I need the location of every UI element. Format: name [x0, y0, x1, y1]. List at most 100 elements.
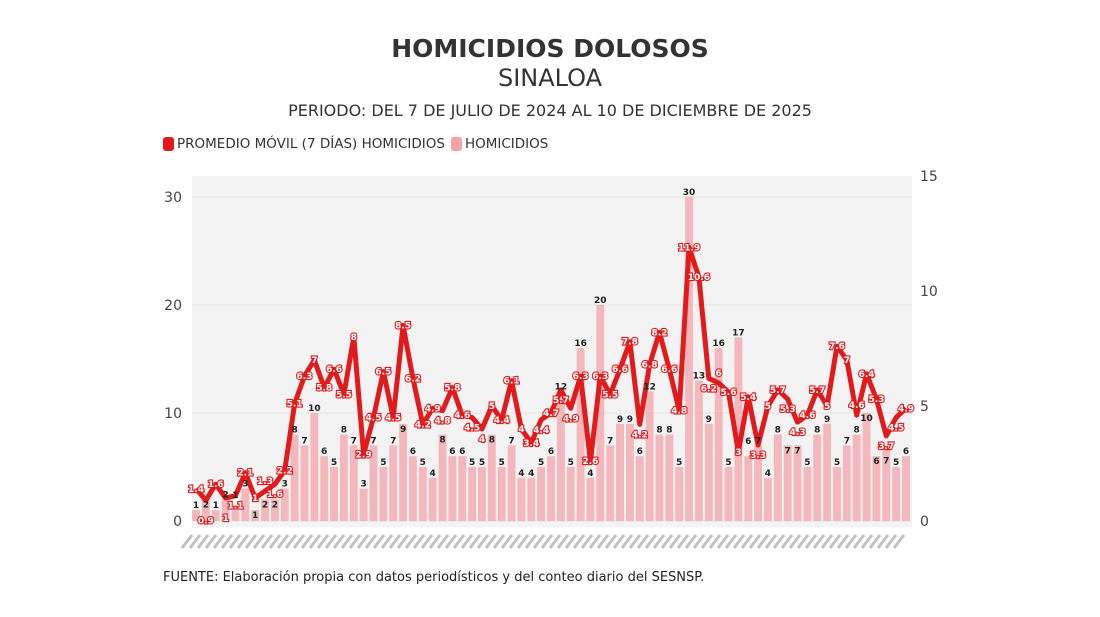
line-data-label: 5.7: [553, 396, 569, 406]
bar: [349, 445, 358, 521]
x-axis-tick-label: [436, 534, 450, 549]
x-axis-tick-label: [460, 534, 474, 549]
bar-data-label: 7: [785, 446, 791, 456]
line-data-label: 1.3: [257, 477, 273, 487]
bar-data-label: 9: [706, 415, 712, 425]
line-data-label: 7.6: [829, 342, 845, 352]
bar: [537, 467, 546, 521]
bar-data-label: 4: [518, 469, 524, 479]
bar: [685, 197, 694, 521]
line-data-label: 4.6: [799, 411, 815, 421]
legend-item-moving-average[interactable]: PROMEDIO MÓVIL (7 DÍAS) HOMICIDIOS: [163, 136, 445, 152]
bar-data-label: 8: [854, 426, 860, 436]
legend-label: HOMICIDIOS: [464, 136, 549, 152]
x-axis-tick-label: [300, 534, 314, 549]
bar: [270, 499, 279, 521]
legend-item-homicides[interactable]: HOMICIDIOS: [450, 136, 549, 152]
line-data-label: 4.7: [543, 409, 559, 419]
x-axis-tick-label: [852, 534, 866, 549]
line-data-label: 5.6: [721, 388, 737, 398]
x-axis-tick-label: [620, 534, 634, 549]
line-data-label: 6.3: [296, 372, 312, 382]
bar: [704, 423, 713, 521]
line-data-label: 4.2: [415, 420, 431, 430]
bar: [655, 434, 664, 521]
y-right-tick-label: 15: [920, 169, 938, 185]
source-note: FUENTE: Elaboración propia con datos per…: [163, 570, 705, 585]
x-axis-tick-label: [444, 534, 458, 549]
x-axis-tick-label: [524, 534, 538, 549]
line-data-label: 5.8: [316, 384, 332, 394]
bar: [241, 488, 250, 521]
bar-data-label: 6: [449, 447, 455, 457]
x-axis-tick-label: [692, 534, 706, 549]
x-axis-tick-label: [220, 534, 234, 549]
x-axis-tick-label: [644, 534, 658, 549]
line-data-label: 1: [222, 514, 228, 524]
bar-data-label: 3: [242, 480, 248, 490]
line-data-label: 4.9: [898, 404, 914, 414]
bar-data-label: 5: [676, 458, 682, 468]
x-axis-tick-label: [276, 534, 290, 549]
line-data-label: 4.9: [425, 404, 441, 414]
bar-data-label: 8: [775, 426, 781, 436]
x-axis-tick-label: [580, 534, 594, 549]
x-axis-tick-label: [892, 534, 906, 549]
bar: [251, 510, 260, 521]
bar: [438, 434, 447, 521]
bar: [616, 423, 624, 521]
legend-swatch-line: [163, 137, 174, 151]
line-data-label: 4.4: [494, 416, 510, 426]
x-axis-tick-label: [468, 534, 482, 549]
bar-data-label: 1: [232, 491, 238, 501]
line-data-label: 3.7: [878, 442, 894, 452]
bar-data-label: 6: [321, 447, 327, 457]
bar-data-label: 7: [755, 436, 761, 446]
line-data-label: 5.5: [602, 391, 618, 401]
line-data-label: 5.3: [868, 395, 884, 405]
x-axis-tick-label: [884, 534, 898, 549]
x-axis-tick-label: [772, 534, 786, 549]
bar-data-label: 7: [351, 436, 357, 446]
line-data-label: 6.6: [326, 365, 342, 375]
bar: [211, 510, 220, 521]
bar-data-label: 6: [548, 447, 554, 457]
x-axis-tick-label: [508, 534, 522, 549]
line-data-label: 6.4: [859, 370, 875, 380]
bar: [576, 348, 585, 521]
bar: [596, 305, 605, 521]
x-axis-tick-label: [228, 534, 242, 549]
bar-data-label: 5: [834, 458, 840, 468]
bar: [527, 477, 536, 521]
line-data-label: 1.4: [188, 485, 204, 495]
bar-data-label: 4: [587, 469, 593, 479]
line-data-label: 8: [351, 333, 357, 343]
bar: [231, 510, 240, 521]
bar-data-label: 5: [420, 458, 426, 468]
bar: [714, 348, 723, 521]
x-axis-tick-label: [348, 534, 362, 549]
line-data-label: 5.7: [770, 386, 786, 396]
x-axis-tick-label: [732, 534, 746, 549]
bar: [833, 467, 841, 521]
bar-data-label: 4: [528, 469, 534, 479]
bar-data-label: 7: [883, 456, 889, 466]
line-data-label: 2.1: [237, 469, 253, 479]
legend-swatch-bar: [450, 137, 462, 151]
bar-data-label: 6: [410, 447, 416, 457]
bar: [280, 488, 289, 521]
bar-data-label: 7: [390, 436, 396, 446]
line-data-label: 4.6: [849, 401, 865, 411]
bar-data-label: 6: [903, 447, 909, 457]
bar: [517, 477, 526, 521]
bar-data-label: 1: [252, 511, 258, 521]
x-axis-tick-label: [820, 534, 834, 549]
bar: [556, 391, 565, 521]
line-data-label: 6.6: [612, 365, 628, 375]
x-axis-tick-label: [252, 534, 266, 549]
line-data-label: 4.5: [385, 414, 401, 424]
x-axis-tick-label: [284, 534, 298, 549]
bar-data-label: 16: [712, 339, 725, 349]
bar-data-label: 2: [272, 500, 278, 510]
bar: [507, 445, 516, 521]
